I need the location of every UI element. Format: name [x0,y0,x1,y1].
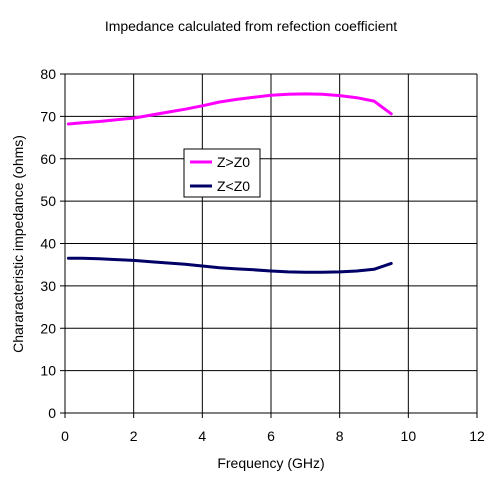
series-line [66,92,393,126]
x-tick-label: 4 [198,428,206,444]
y-tick-label: 40 [40,236,56,252]
legend-label: Z<Z0 [217,178,250,194]
x-tick-label: 8 [336,428,344,444]
x-tick-label: 6 [267,428,275,444]
y-axis-ticks: 0 10 20 30 40 50 60 70 80 [40,66,65,421]
series-lines [66,92,393,274]
y-axis-title: Chararacteristic impedance (ohms) [10,135,26,353]
y-tick-label: 20 [40,320,56,336]
x-axis-title: Frequency (GHz) [217,455,324,471]
y-tick-label: 80 [40,66,56,82]
y-tick-label: 60 [40,151,56,167]
x-axis-ticks: 0 2 4 6 8 10 12 [61,413,485,444]
series-line [66,256,393,274]
x-tick-label: 12 [469,428,485,444]
y-tick-label: 50 [40,193,56,209]
grid-lines [65,73,478,413]
chart-title: Impedance calculated from refection coef… [105,18,397,34]
legend-box [183,148,261,198]
legend-label: Z>Z0 [217,154,250,170]
y-tick-label: 70 [40,108,56,124]
x-tick-label: 2 [130,428,138,444]
x-tick-label: 10 [401,428,417,444]
x-tick-label: 0 [61,428,69,444]
y-tick-label: 30 [40,278,56,294]
legend: Z>Z0 Z<Z0 [183,148,261,198]
y-tick-label: 10 [40,363,56,379]
y-tick-label: 0 [48,405,56,421]
